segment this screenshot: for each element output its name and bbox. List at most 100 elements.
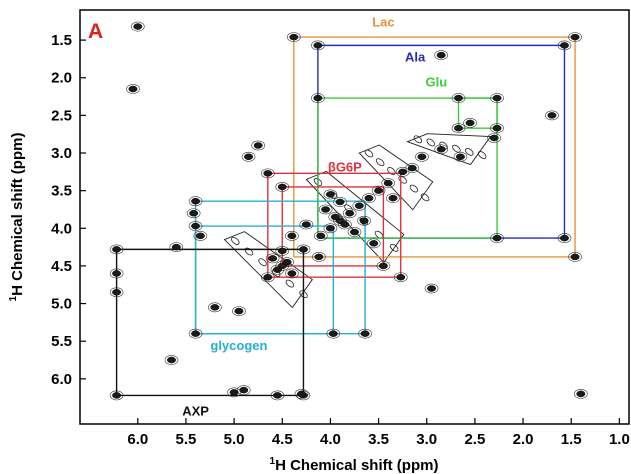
peak-45	[359, 217, 369, 225]
peak-54	[436, 146, 446, 153]
peak-37	[354, 202, 364, 209]
peak-band-2	[358, 144, 434, 211]
peak-42	[330, 213, 340, 221]
peak-contour-4	[311, 40, 325, 51]
peak-29	[112, 289, 122, 296]
peak-64	[229, 389, 239, 396]
y-tick-label-3: 3.0	[51, 145, 72, 162]
x-tick-label-7: 2.5	[464, 431, 485, 448]
peak-contour-65	[232, 306, 246, 316]
peak-contour-48	[270, 264, 285, 275]
peak-contour-56	[405, 163, 420, 173]
x-tick-label-4: 4.0	[320, 431, 341, 448]
peak-60	[314, 253, 324, 261]
peak-contour-64	[227, 387, 241, 398]
y-tick-label-2: 2.5	[51, 107, 72, 124]
peak-12	[465, 119, 475, 127]
x-tick-label-9: 1.5	[561, 431, 582, 448]
peak-contour-25	[193, 230, 208, 241]
peak-6	[492, 94, 502, 102]
peak-contour-13	[261, 168, 275, 179]
peak-15	[277, 183, 287, 191]
x-tick-label-0: 6.0	[127, 431, 148, 448]
peak-contour-59	[285, 230, 299, 241]
x-axis-label-text: H Chemical shift (ppm)	[275, 457, 438, 474]
peak-78	[171, 243, 181, 251]
peak-16	[378, 262, 388, 270]
peak-contour-67	[126, 84, 140, 94]
peak-71	[576, 390, 586, 398]
peak-contour-53	[415, 151, 429, 162]
peak-contour-2	[568, 251, 582, 262]
peak-contour-45	[357, 215, 371, 226]
peak-contour-12	[463, 118, 477, 128]
peak-4	[313, 42, 323, 49]
peak-48	[272, 266, 282, 273]
peak-contour-14	[393, 272, 408, 283]
peak-contour-42	[328, 212, 343, 222]
peak-73	[388, 194, 398, 202]
peak-24	[189, 209, 199, 217]
peak-contour-18	[275, 261, 290, 271]
peak-band-contour-0-0	[313, 178, 323, 186]
peak-34	[345, 209, 355, 217]
peak-contour-60	[312, 251, 326, 262]
peak-contour-76	[241, 151, 256, 162]
peak-band-contour-3-0	[413, 135, 423, 144]
peak-band-contour-3-3	[452, 144, 461, 153]
peak-66	[133, 23, 143, 30]
peak-contour-47	[280, 257, 294, 268]
peak-band-contour-0-5	[389, 243, 399, 252]
x-tick-label-5: 3.5	[368, 431, 389, 448]
y-tick-label-5: 4.0	[51, 220, 72, 237]
peak-contour-21	[188, 221, 203, 231]
y-tick-label-8: 5.5	[51, 333, 72, 350]
peak-8	[492, 234, 502, 242]
peak-14	[396, 273, 406, 281]
peak-28	[112, 270, 122, 277]
peak-contour-11	[490, 123, 504, 134]
y-tick-label-4: 3.5	[51, 183, 72, 200]
peak-contour-58	[453, 151, 468, 162]
peak-contour-24	[186, 208, 201, 219]
peak-0	[570, 33, 580, 41]
x-tick-label-3: 4.5	[272, 431, 293, 448]
peak-contour-44	[318, 204, 333, 215]
peak-contour-41	[338, 219, 352, 230]
peak-band-1	[223, 231, 313, 309]
peak-contour-27	[296, 390, 311, 401]
peak-70	[547, 112, 557, 119]
peak-contour-78	[169, 242, 184, 253]
panel-letter: A	[88, 20, 103, 43]
peak-contour-10	[451, 93, 466, 103]
peak-57	[253, 142, 263, 149]
y-axis-ticks: 1.5 2.0 2.5 3.0 3.5 4.0 4.5 5.0 5.5 6.0	[51, 32, 86, 388]
peak-marks	[109, 21, 588, 401]
peak-53	[417, 153, 427, 161]
peak-74	[325, 191, 335, 198]
peak-band-contour-2-0	[364, 149, 374, 158]
peak-contour-36	[323, 223, 338, 234]
peak-50	[268, 255, 278, 262]
peak-47	[282, 258, 292, 266]
peak-contour-75	[299, 219, 314, 230]
y-tick-label-6: 4.5	[51, 258, 72, 275]
peak-5	[560, 234, 569, 242]
peak-36	[325, 225, 335, 232]
peak-33	[297, 390, 306, 398]
spin-label-glycogen: glycogen	[210, 338, 267, 353]
peak-band-contour-3-4	[465, 147, 474, 156]
y-axis-label-superscript: 1	[8, 295, 19, 301]
peak-contour-37	[352, 200, 367, 211]
peak-contour-28	[109, 268, 124, 279]
peak-contour-31	[296, 244, 311, 255]
peak-contour-69	[487, 133, 501, 143]
peak-contour-39	[313, 230, 328, 241]
x-axis-label-superscript: 1	[270, 456, 276, 467]
peak-39	[316, 232, 326, 240]
peak-contour-15	[275, 181, 290, 192]
spin-label-βg6p: βG6P	[328, 160, 362, 175]
spin-label-ala: Ala	[405, 50, 426, 65]
peak-75	[301, 221, 311, 228]
